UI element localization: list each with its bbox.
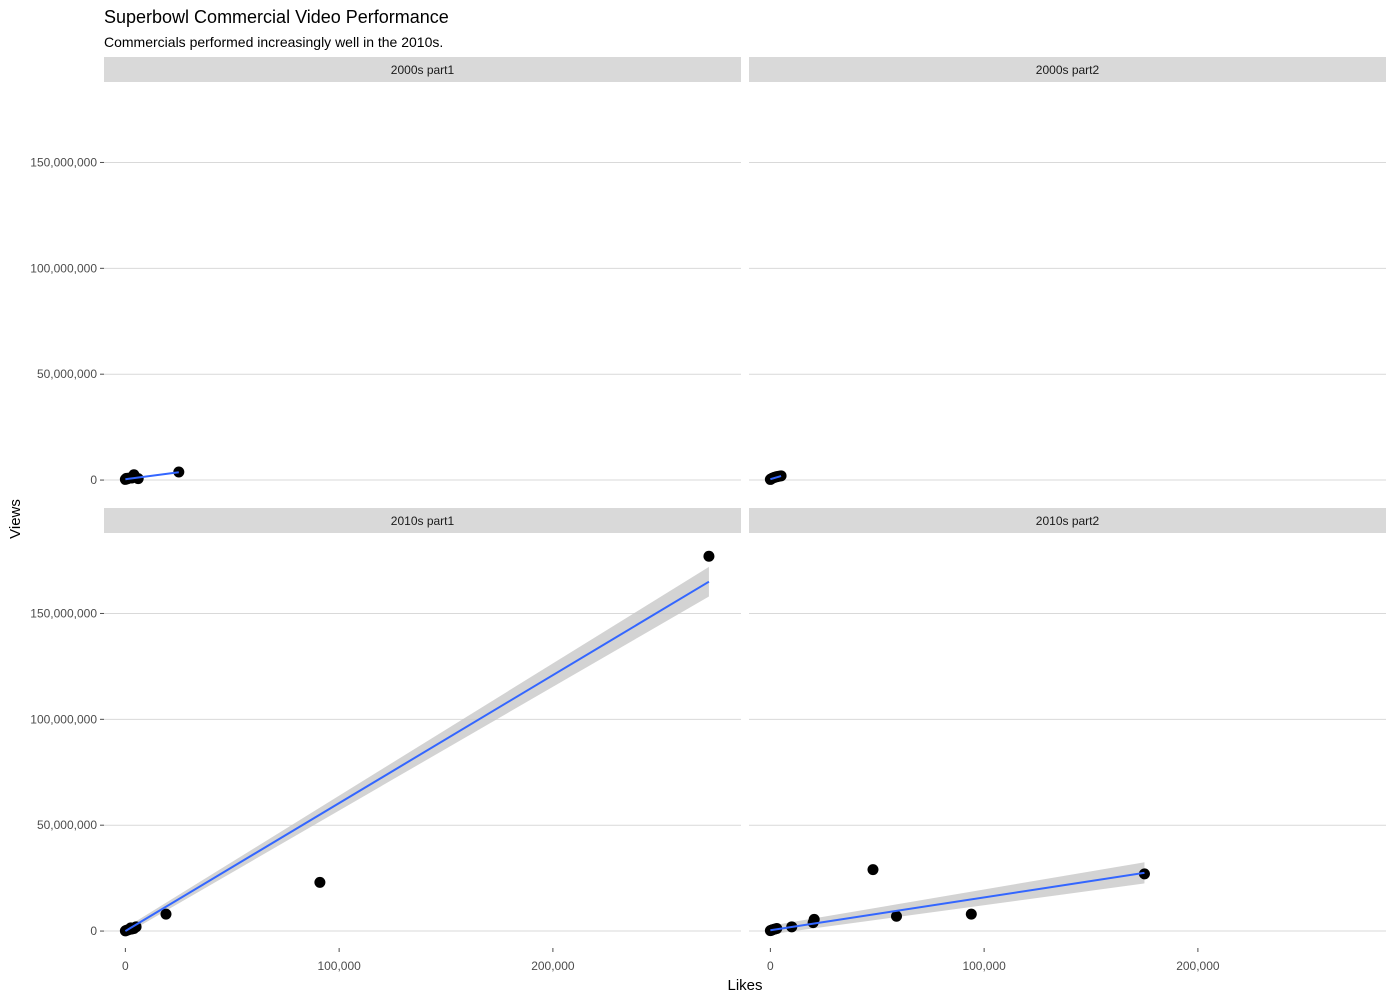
data-point	[314, 876, 326, 888]
y-tick-label: 0	[90, 924, 97, 938]
facet-strip-label: 2000s part2	[1036, 63, 1100, 77]
x-tick-label: 0	[122, 959, 129, 973]
y-tick-label: 150,000,000	[30, 606, 97, 620]
facet-strip-label: 2010s part1	[391, 514, 455, 528]
y-tick-label: 50,000,000	[37, 367, 97, 381]
regression-line	[125, 471, 179, 481]
regression-line	[770, 871, 1145, 932]
chart-title: Superbowl Commercial Video Performance	[104, 7, 449, 27]
x-tick-label: 100,000	[962, 959, 1006, 973]
data-point	[775, 470, 787, 482]
data-point	[703, 550, 715, 562]
facet-strip	[749, 508, 1386, 533]
x-tick-label: 0	[767, 959, 774, 973]
data-point	[160, 908, 172, 920]
x-tick-label: 200,000	[531, 959, 575, 973]
data-point	[132, 473, 144, 485]
facet-strip	[104, 508, 741, 533]
data-point	[173, 466, 185, 478]
data-point	[890, 910, 902, 922]
facet-strip	[749, 57, 1386, 82]
facet-strip	[104, 57, 741, 82]
y-tick-label: 0	[90, 473, 97, 487]
facet-strip-label: 2010s part2	[1036, 514, 1100, 528]
x-tick-label: 100,000	[317, 959, 361, 973]
regression-line	[770, 475, 782, 481]
y-tick-label: 50,000,000	[37, 818, 97, 832]
data-point	[1138, 868, 1150, 880]
y-tick-label: 100,000,000	[30, 261, 97, 275]
y-tick-label: 100,000,000	[30, 712, 97, 726]
confidence-band	[770, 862, 1145, 935]
x-tick-label: 200,000	[1176, 959, 1220, 973]
data-point	[867, 864, 879, 876]
y-tick-label: 150,000,000	[30, 155, 97, 169]
regression-line	[124, 580, 710, 932]
facet-strip-label: 2000s part1	[391, 63, 455, 77]
data-point	[965, 908, 977, 920]
y-axis-title: Views	[7, 499, 24, 539]
confidence-band	[125, 566, 709, 935]
chart-subtitle: Commercials performed increasingly well …	[104, 34, 443, 50]
x-axis-title: Likes	[727, 977, 762, 994]
panels-layer: 2000s part1 0 50,000,000 100,000,000 150,000…	[30, 57, 1386, 973]
